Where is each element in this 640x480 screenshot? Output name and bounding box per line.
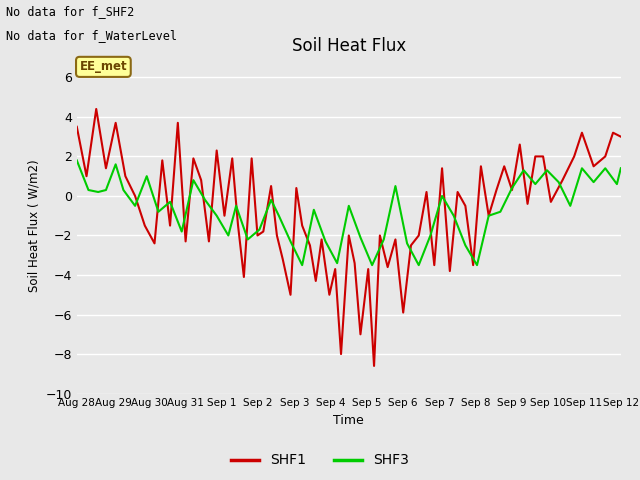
Text: No data for f_SHF2: No data for f_SHF2 xyxy=(6,5,134,18)
X-axis label: Time: Time xyxy=(333,414,364,427)
Y-axis label: Soil Heat Flux ( W/m2): Soil Heat Flux ( W/m2) xyxy=(27,159,40,292)
Text: No data for f_WaterLevel: No data for f_WaterLevel xyxy=(6,29,177,42)
Legend: SHF1, SHF3: SHF1, SHF3 xyxy=(226,448,414,473)
Title: Soil Heat Flux: Soil Heat Flux xyxy=(292,36,406,55)
Text: EE_met: EE_met xyxy=(79,60,127,73)
